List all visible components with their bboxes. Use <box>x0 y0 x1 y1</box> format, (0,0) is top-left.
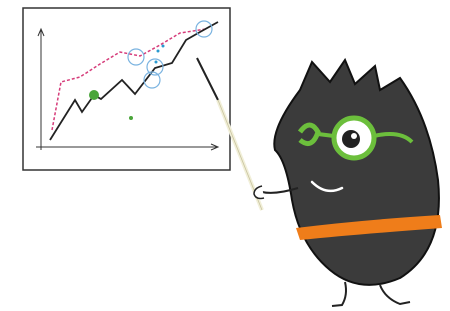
hand <box>254 186 264 199</box>
page: (() => { const data = JSON.parse(documen… <box>0 0 450 311</box>
illustration <box>0 0 450 311</box>
blue-dot <box>157 50 160 53</box>
leg <box>380 285 410 304</box>
blue-dot <box>162 45 165 48</box>
body <box>274 60 439 285</box>
glasses-bridge <box>318 134 334 136</box>
character <box>254 60 442 306</box>
pupil <box>342 130 360 148</box>
eye-glint <box>351 133 357 139</box>
green-dot <box>89 90 99 100</box>
blue-dot <box>155 61 158 64</box>
leg <box>332 282 346 306</box>
green-dot-small <box>129 116 133 120</box>
